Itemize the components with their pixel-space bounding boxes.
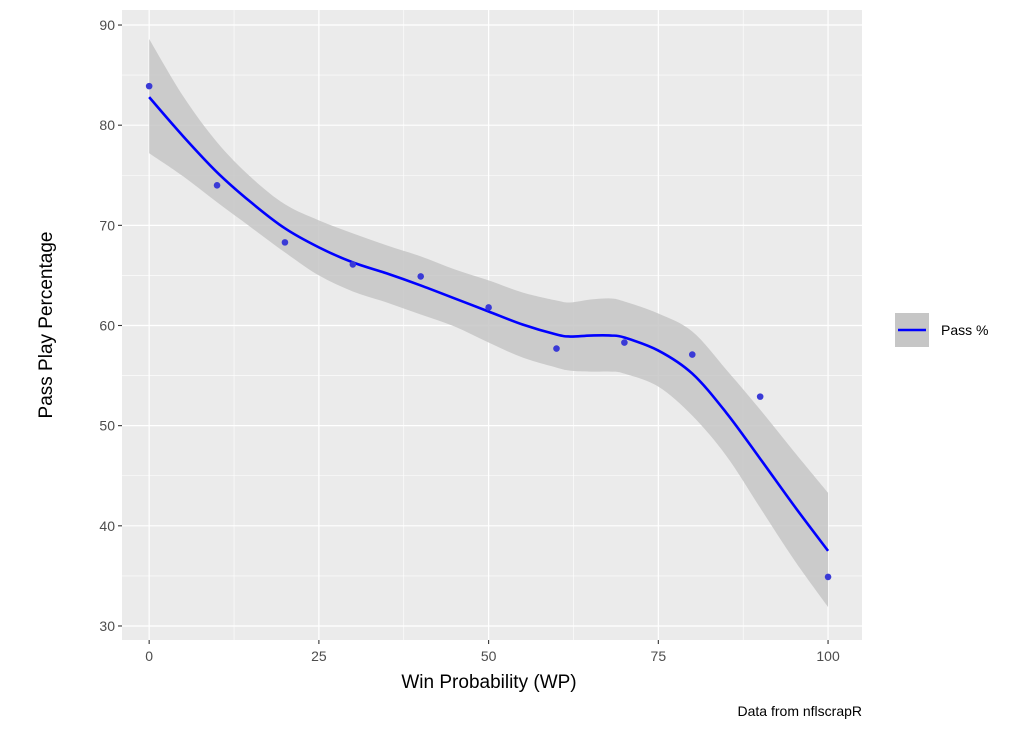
x-tick-label: 25	[311, 648, 327, 664]
y-tick-label: 60	[99, 318, 115, 334]
data-point	[688, 351, 696, 358]
x-tick-label: 50	[481, 648, 497, 664]
y-tick-label: 80	[99, 117, 115, 133]
data-point	[485, 304, 492, 311]
x-axis-ticks: 0 25 50 75 100	[145, 640, 840, 664]
confidence-band	[149, 39, 829, 607]
data-points	[145, 82, 832, 581]
y-tick-label: 70	[99, 217, 115, 233]
data-point	[145, 82, 153, 90]
x-tick-label: 100	[816, 648, 840, 664]
legend: Pass %	[895, 313, 988, 347]
data-point	[621, 339, 628, 346]
data-point	[349, 261, 357, 268]
data-point	[417, 273, 425, 280]
y-tick-label: 90	[99, 17, 115, 33]
y-tick-label: 30	[99, 618, 115, 634]
y-axis-title: Pass Play Percentage	[36, 232, 57, 419]
data-point	[553, 345, 560, 352]
legend-label-pass-pct: Pass %	[941, 322, 988, 338]
x-axis-title: Win Probability (WP)	[401, 672, 576, 693]
data-point	[756, 393, 764, 400]
caption: Data from nflscrapR	[738, 703, 862, 719]
data-point	[824, 573, 832, 581]
y-tick-label: 50	[99, 418, 115, 434]
data-point	[281, 239, 289, 246]
x-tick-label: 75	[651, 648, 667, 664]
y-axis-ticks: 30 40 50 60 70 80 90	[99, 17, 122, 634]
y-tick-label: 40	[99, 518, 115, 534]
smooth-line-pass-pct	[148, 96, 830, 552]
data-point	[213, 181, 221, 189]
x-tick-label: 0	[145, 648, 153, 664]
